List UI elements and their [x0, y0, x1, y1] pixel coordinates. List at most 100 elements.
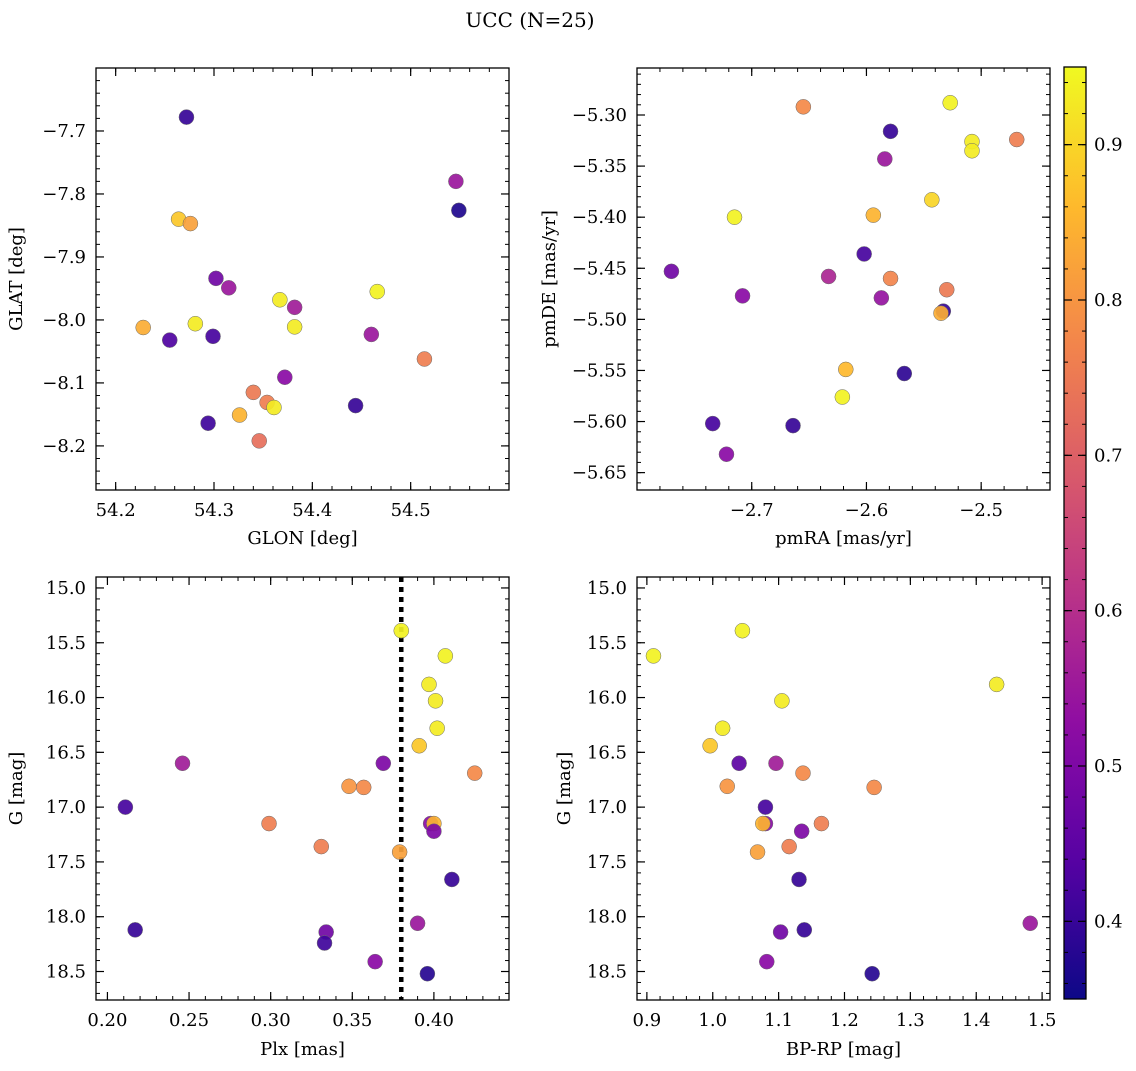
- y-tick-label: 16.0: [46, 688, 86, 709]
- plot-frame: [636, 576, 1051, 1001]
- data-point: [838, 361, 854, 378]
- data-point: [964, 143, 980, 159]
- x-tick-label: 1.5: [1028, 1010, 1057, 1031]
- data-point: [877, 151, 893, 167]
- y-tick-label: −5.35: [572, 156, 627, 177]
- data-point: [795, 765, 811, 781]
- data-point: [820, 268, 837, 285]
- data-point: [942, 94, 958, 111]
- x-tick-label: 1.4: [962, 1010, 991, 1031]
- y-tick-label: 17.5: [587, 852, 627, 873]
- data-point: [391, 844, 408, 860]
- data-point: [873, 290, 890, 306]
- x-axis-label: GLON [deg]: [247, 528, 357, 549]
- data-point: [768, 755, 784, 772]
- data-point: [178, 109, 195, 125]
- data-point: [437, 648, 454, 664]
- y-tick-label: −7.8: [42, 184, 86, 205]
- data-point: [409, 915, 426, 932]
- data-point: [749, 844, 766, 860]
- y-tick-label: 15.0: [587, 578, 627, 599]
- y-tick-label: 18.0: [587, 907, 627, 928]
- data-point: [347, 397, 364, 414]
- y-tick-label: 16.5: [46, 742, 86, 763]
- x-tick-label: −2.7: [730, 500, 774, 521]
- data-point: [774, 693, 790, 709]
- data-point: [174, 755, 191, 772]
- colorbar-tick-label: 0.8: [1094, 290, 1123, 311]
- data-point: [645, 648, 662, 664]
- data-point: [704, 415, 721, 432]
- y-tick-label: 15.5: [46, 633, 86, 654]
- y-tick-label: 16.0: [587, 688, 627, 709]
- data-point: [813, 815, 830, 832]
- data-point: [286, 319, 303, 335]
- x-axis-label: pmRA [mas/yr]: [775, 528, 912, 549]
- x-tick-label: 0.35: [332, 1010, 372, 1031]
- data-point: [205, 328, 221, 345]
- data-point: [419, 965, 436, 982]
- data-point: [755, 815, 771, 832]
- data-point: [466, 765, 483, 781]
- data-point: [272, 292, 288, 308]
- data-point: [427, 693, 444, 709]
- data-point: [865, 207, 882, 223]
- scatter-panel-1: 54.2 54.3 54.4 54.5 −7.7 −7.8 −7.9 −8.0 −8.1 −8.2…: [6, 67, 510, 549]
- data-point: [313, 838, 330, 855]
- y-tick-label: 17.5: [46, 852, 86, 873]
- data-point: [702, 738, 718, 754]
- y-tick-label: 15.0: [46, 578, 86, 599]
- x-tick-label: −2.6: [845, 500, 889, 521]
- figure-title: UCC (N=25): [465, 8, 594, 32]
- colorbar-tick-label: 0.4: [1094, 911, 1123, 932]
- y-tick-label: 18.0: [46, 907, 86, 928]
- data-point: [791, 871, 807, 888]
- y-tick-label: 16.5: [587, 742, 627, 763]
- colorbar-frame: [1063, 66, 1087, 1000]
- data-point: [759, 953, 775, 970]
- y-tick-label: −5.60: [572, 412, 627, 433]
- data-point: [231, 407, 248, 423]
- data-point: [834, 389, 851, 405]
- data-point: [866, 779, 882, 796]
- y-tick-label: −8.0: [42, 310, 86, 331]
- x-tick-label: 54.3: [194, 500, 234, 521]
- data-point: [316, 935, 333, 951]
- y-tick-label: −5.40: [572, 207, 627, 228]
- colorbar-tick-label: 0.7: [1094, 445, 1123, 466]
- data-point: [416, 351, 433, 367]
- x-tick-label: 54.4: [292, 500, 332, 521]
- y-tick-label: 18.5: [587, 962, 627, 983]
- data-point: [714, 720, 731, 736]
- y-tick-label: −5.30: [572, 105, 627, 126]
- plot-frame: [95, 67, 510, 491]
- x-tick-label: 1.0: [698, 1010, 727, 1031]
- data-point: [286, 299, 303, 316]
- data-point: [182, 215, 199, 232]
- data-point: [393, 622, 410, 639]
- data-point: [429, 720, 445, 736]
- data-point: [896, 365, 913, 382]
- x-tick-label: 0.40: [414, 1010, 454, 1031]
- plot-frame: [636, 67, 1051, 491]
- data-point: [933, 305, 949, 321]
- data-point: [261, 815, 277, 832]
- data-point: [772, 924, 789, 940]
- data-point: [793, 823, 810, 839]
- x-tick-label: 54.5: [391, 500, 431, 521]
- y-tick-label: 15.5: [587, 633, 627, 654]
- data-point: [375, 755, 392, 772]
- data-point: [200, 415, 216, 431]
- data-point: [162, 332, 178, 348]
- colorbar-tick-label: 0.5: [1094, 756, 1123, 777]
- data-point: [856, 246, 872, 262]
- y-tick-label: −5.55: [572, 360, 627, 381]
- data-point: [882, 270, 899, 287]
- data-point: [187, 315, 204, 332]
- data-point: [734, 622, 751, 639]
- y-tick-label: 17.0: [46, 797, 86, 818]
- y-axis-label: GLAT [deg]: [6, 227, 27, 331]
- data-point: [1008, 131, 1025, 148]
- data-point: [451, 202, 467, 219]
